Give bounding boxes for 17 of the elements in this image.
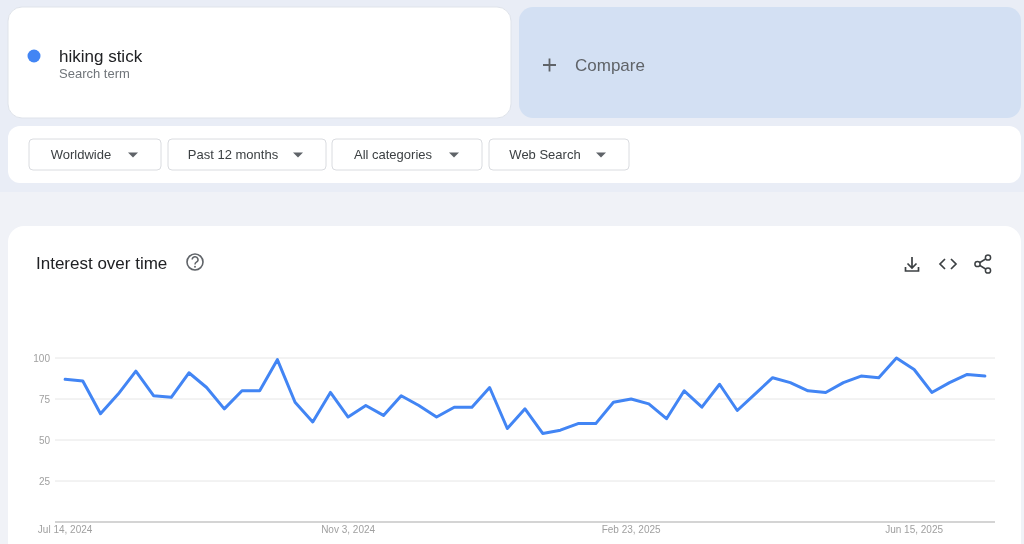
text: Search term — [59, 66, 130, 81]
text: Worldwide — [50, 147, 112, 162]
x-tick-label: Nov 3, 2024 — [321, 524, 376, 535]
text: Past 12 months — [187, 147, 279, 162]
y-tick-label: 25 — [38, 475, 51, 487]
line-series — [63, 356, 987, 435]
x-tick-label: Feb 23, 2025 — [601, 524, 662, 535]
y-tick-label: 100 — [33, 352, 51, 364]
chart-title: Interest over time — [36, 254, 168, 273]
text: All categories — [353, 147, 433, 162]
legend-label: hiking stick — [59, 47, 143, 66]
text: Compare — [575, 56, 645, 75]
x-tick-label: Jun 15, 2025 — [885, 524, 944, 535]
text: Web Search — [509, 147, 581, 162]
x-tick-label: Jul 14, 2024 — [37, 524, 93, 535]
y-tick-label: 50 — [38, 434, 51, 446]
y-tick-label: 75 — [38, 393, 51, 405]
